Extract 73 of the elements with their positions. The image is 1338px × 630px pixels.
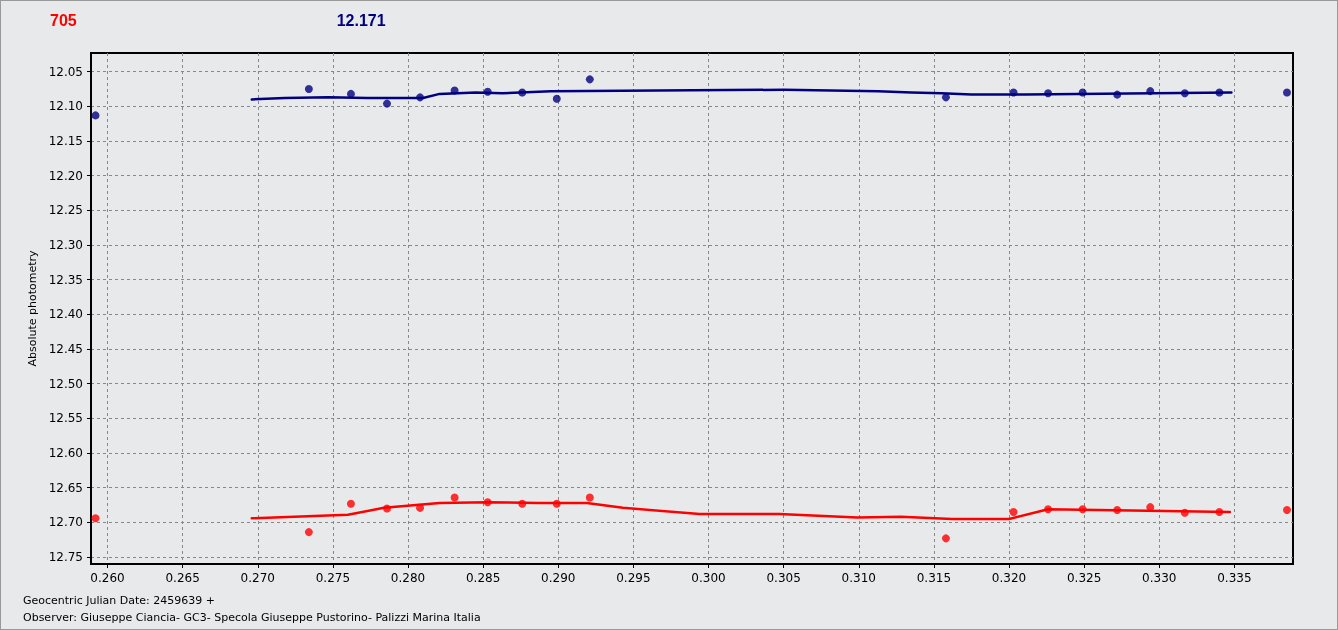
text: 12.171 (336, 11, 386, 29)
y-tick-label: 12.50 (48, 376, 83, 391)
y-axis-title: Absolute photometry (25, 249, 39, 367)
point (585, 493, 594, 502)
point (450, 493, 459, 502)
y-tick-label: 12.25 (48, 203, 83, 218)
point (1044, 505, 1053, 514)
y-tick-label: 12.10 (48, 99, 83, 114)
y-tick-label: 12.55 (48, 411, 83, 426)
point (1180, 508, 1189, 517)
point (483, 498, 492, 507)
x-tick-label: 0.300 (691, 571, 726, 585)
point (304, 85, 313, 94)
point (1283, 88, 1291, 97)
x-tick-label: 0.325 (1066, 571, 1102, 585)
point (518, 499, 527, 508)
point (383, 504, 391, 513)
y-tick-label: 12.05 (48, 64, 83, 79)
point (346, 89, 355, 98)
point (1044, 89, 1053, 98)
point (1078, 88, 1087, 97)
x-tick-label: 0.270 (240, 571, 275, 585)
x-tick-label: 0.310 (841, 571, 876, 585)
x-tick-label: 0.305 (766, 571, 801, 585)
y-tick-label: 12.15 (48, 134, 83, 149)
point (1113, 505, 1122, 514)
x-tick-label: 0.265 (165, 571, 200, 585)
point (383, 99, 391, 108)
point (1009, 508, 1018, 516)
point (1009, 88, 1018, 97)
point (941, 534, 950, 543)
y-tick-label: 12.75 (48, 550, 83, 565)
point (1146, 87, 1155, 96)
point (518, 88, 527, 97)
point (1283, 505, 1291, 514)
y-tick-label: 12.30 (48, 238, 83, 253)
x-tick-label: 0.285 (465, 571, 501, 585)
point (450, 86, 459, 95)
y-tick-label: 12.60 (48, 446, 83, 461)
point (416, 93, 425, 102)
point (91, 111, 100, 120)
y-tick-label: 12.20 (48, 168, 83, 183)
point (304, 528, 313, 537)
point (1113, 90, 1122, 99)
x-tick-label: 0.330 (1142, 571, 1177, 585)
point (483, 87, 492, 96)
point (1078, 505, 1087, 514)
text: Observer: Giuseppe Ciancia- GC3- Specola Giuseppe Pustorino- Palizzi Marina Italia (23, 611, 481, 624)
text: 705 (50, 11, 77, 29)
y-tick-label: 12.40 (48, 307, 83, 322)
y-tick-label: 12.70 (48, 515, 83, 530)
point (416, 503, 425, 512)
x-axis-title: Geocentric Julian Date: 2459639 + (23, 594, 215, 607)
x-tick-label: 0.315 (916, 571, 952, 585)
point (346, 499, 355, 508)
point (1215, 508, 1224, 516)
point (552, 94, 561, 103)
y-tick-label: 12.45 (48, 342, 83, 357)
x-tick-label: 0.335 (1217, 571, 1252, 585)
x-tick-label: 0.295 (616, 571, 651, 585)
x-tick-label: 0.290 (541, 571, 576, 585)
y-tick-label: 12.65 (48, 480, 83, 495)
point (552, 499, 561, 508)
point (941, 93, 950, 102)
x-tick-label: 0.260 (90, 571, 125, 585)
point (585, 75, 594, 84)
x-tick-label: 0.320 (991, 571, 1027, 585)
y-tick-label: 12.35 (48, 272, 83, 287)
x-tick-label: 0.275 (315, 571, 351, 585)
point (1180, 89, 1189, 98)
x-tick-label: 0.280 (390, 571, 426, 585)
point (1215, 88, 1224, 97)
point (91, 514, 100, 523)
